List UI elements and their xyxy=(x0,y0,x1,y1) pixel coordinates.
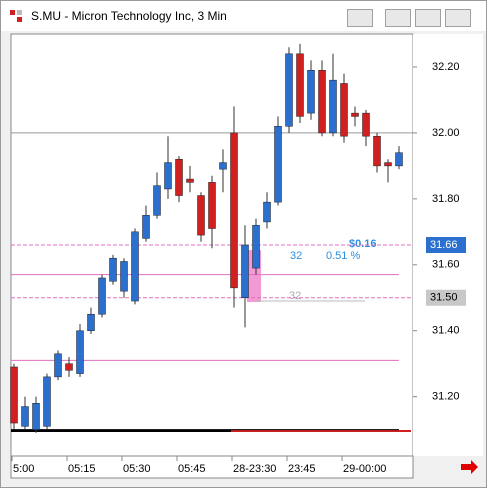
annotation: $0.16 xyxy=(349,238,377,250)
minimize-button[interactable] xyxy=(385,9,411,27)
y-tick-label: 31.40 xyxy=(432,325,460,337)
annotation: 32 xyxy=(290,250,302,262)
candle-body xyxy=(32,403,40,430)
candle-body xyxy=(395,152,403,167)
candle-body xyxy=(373,135,381,167)
candle-body xyxy=(307,70,315,114)
candle-body xyxy=(76,330,84,374)
candle-body xyxy=(87,313,95,331)
title-bar: S.MU - Micron Technology Inc, 3 Min xyxy=(1,1,486,31)
candle-body xyxy=(142,215,150,239)
candle-body xyxy=(252,224,260,269)
price-badge-label: 31.66 xyxy=(430,239,458,251)
candle-body xyxy=(186,178,194,183)
price-badge xyxy=(426,237,466,253)
x-tick-label: 05:15 xyxy=(68,463,96,475)
candle-body xyxy=(164,162,172,190)
x-tick-label: 28-23:30 xyxy=(233,463,276,475)
x-axis-area xyxy=(10,455,414,479)
candle-body xyxy=(219,162,227,170)
close-button[interactable] xyxy=(445,9,471,27)
app-icon xyxy=(10,10,22,22)
candle-body xyxy=(120,261,128,292)
candle-body xyxy=(208,182,216,229)
candle-body xyxy=(329,79,337,134)
candle-body xyxy=(10,366,18,424)
x-tick-label: 05:30 xyxy=(123,463,151,475)
candle-body xyxy=(241,244,249,298)
annotation: 32 xyxy=(289,290,301,302)
candle-body xyxy=(351,112,359,117)
candle-body xyxy=(109,257,117,282)
candle-body xyxy=(98,277,106,315)
candle-body xyxy=(230,132,238,289)
candle-body xyxy=(285,53,293,127)
candle-body xyxy=(153,185,161,216)
candle-body xyxy=(362,112,370,137)
maximize-button[interactable] xyxy=(415,9,441,27)
y-tick-label: 32.00 xyxy=(432,127,460,139)
candle-body xyxy=(65,363,73,371)
candle-body xyxy=(274,126,282,203)
annotation: 0.51 % xyxy=(326,250,360,262)
candle-body xyxy=(263,201,271,223)
y-tick-label: 31.60 xyxy=(432,259,460,271)
candle-body xyxy=(54,353,62,378)
chart: $0.16 0.51 % 32 32 31.20 31.40 31.60 31.80 3… xyxy=(10,33,483,479)
candle-body xyxy=(175,159,183,196)
x-tick-label: 05:45 xyxy=(178,463,206,475)
link-button[interactable] xyxy=(347,9,373,27)
candle-body xyxy=(318,70,326,134)
scroll-arrow[interactable] xyxy=(461,460,478,474)
y-tick-label: 31.80 xyxy=(432,193,460,205)
price-badge xyxy=(426,289,466,306)
candle-body xyxy=(340,83,348,137)
candle-body xyxy=(131,231,139,302)
candle-body xyxy=(197,195,205,236)
x-tick-label: 29-00:00 xyxy=(343,463,386,475)
price-badge-label: 31.50 xyxy=(430,292,458,304)
candle-body xyxy=(384,162,392,167)
candle-body xyxy=(296,53,304,117)
y-tick-label: 31.20 xyxy=(432,391,460,403)
candle-body xyxy=(21,406,29,427)
window-title: S.MU - Micron Technology Inc, 3 Min xyxy=(31,9,227,23)
candle-body xyxy=(43,376,51,427)
y-tick-label: 32.20 xyxy=(432,61,460,73)
x-tick-label: 23:45 xyxy=(288,463,316,475)
x-tick-label: 5:00 xyxy=(13,463,34,475)
